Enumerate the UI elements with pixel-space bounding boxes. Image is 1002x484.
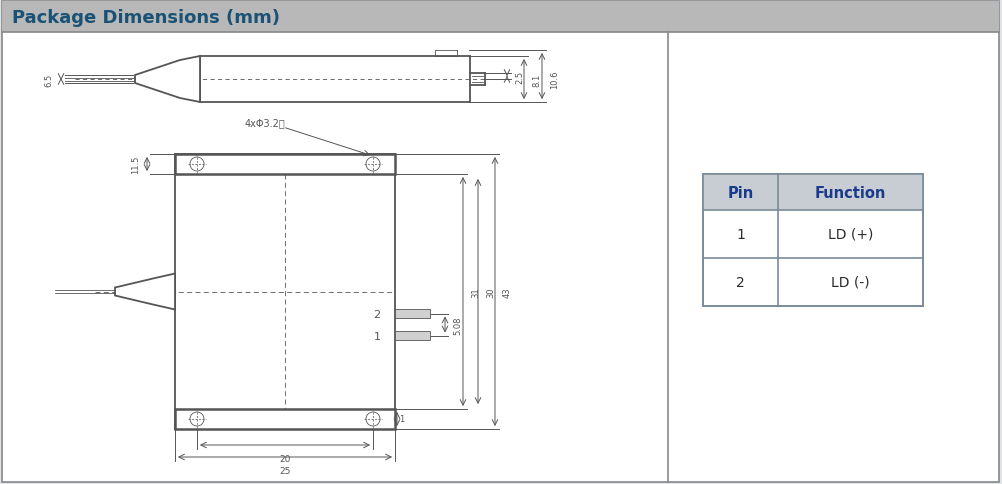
Bar (395, 309, 430, 318)
Polygon shape (135, 57, 200, 103)
Text: Package Dimensions (mm): Package Dimensions (mm) (12, 9, 280, 27)
Text: 10.6: 10.6 (550, 71, 559, 89)
Text: 1: 1 (736, 227, 744, 242)
Text: 43: 43 (503, 287, 512, 297)
Circle shape (366, 158, 380, 172)
Bar (703, 175, 923, 306)
Polygon shape (115, 274, 175, 310)
Text: LD (+): LD (+) (828, 227, 873, 242)
Circle shape (190, 412, 204, 426)
Text: 1: 1 (374, 331, 381, 341)
Text: 2: 2 (736, 275, 744, 289)
Text: 2.5: 2.5 (515, 70, 524, 83)
Text: 31: 31 (471, 287, 480, 297)
Text: 20: 20 (280, 454, 291, 463)
Bar (395, 332, 430, 340)
Bar (200, 57, 470, 103)
Text: 1: 1 (399, 415, 404, 424)
Text: 8.1: 8.1 (532, 73, 541, 87)
Bar (175, 409, 395, 429)
Bar (175, 155, 395, 429)
Text: 6.5: 6.5 (44, 73, 53, 87)
Bar (2, 2, 999, 33)
Bar (703, 175, 923, 211)
Text: Function: Function (815, 185, 886, 200)
Text: 4xΦ3.2通: 4xΦ3.2通 (244, 118, 286, 128)
Text: 2: 2 (374, 309, 381, 319)
Text: 5.08: 5.08 (453, 316, 462, 334)
Text: Pin: Pin (727, 185, 754, 200)
Text: 11.5: 11.5 (131, 155, 140, 174)
Circle shape (190, 158, 204, 172)
Bar (175, 155, 395, 175)
Text: 30: 30 (486, 287, 495, 297)
Text: 25: 25 (280, 466, 291, 475)
Circle shape (366, 412, 380, 426)
Text: LD (-): LD (-) (832, 275, 870, 289)
